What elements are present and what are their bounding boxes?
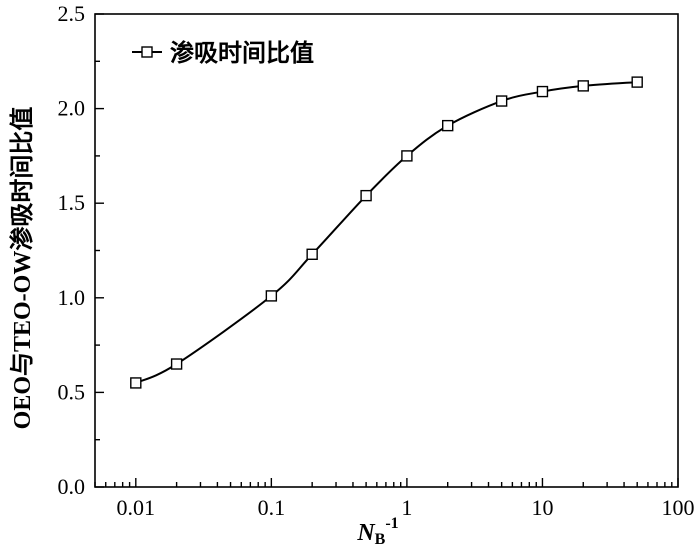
- x-tick-label: 1: [401, 495, 412, 520]
- x-tick-label: 100: [662, 495, 695, 520]
- data-point-marker: [170, 358, 183, 370]
- data-point-marker: [495, 95, 508, 107]
- data-point-marker: [306, 248, 318, 260]
- x-axis-label: NB-1: [356, 515, 398, 548]
- x-axis-ticks: 0.01 0.1 1 10 100: [94, 478, 695, 520]
- legend-marker: [141, 46, 153, 58]
- y-tick-label: 2.0: [58, 96, 86, 121]
- data-point-marker: [536, 85, 549, 98]
- y-tick-label: 1.0: [58, 285, 86, 310]
- data-point-marker: [442, 119, 454, 132]
- x-tick-label: 0.01: [117, 495, 156, 520]
- legend: 渗吸时间比值: [132, 39, 314, 67]
- data-point-marker: [631, 76, 643, 88]
- data-point-marker: [130, 377, 142, 389]
- data-point-marker: [360, 189, 372, 202]
- y-axis-ticks: 0.0 0.5 1.0 1.5 2.0 2.5: [58, 1, 104, 499]
- x-tick-label: 0.1: [258, 495, 286, 520]
- data-point-marker: [265, 290, 278, 302]
- x-axis-label-sup: -1: [385, 515, 398, 532]
- y-tick-label: 1.5: [58, 190, 86, 215]
- x-axis-label-main: N: [356, 520, 376, 546]
- data-point-marker: [401, 150, 413, 162]
- data-point-marker: [577, 80, 589, 92]
- series-group: [130, 76, 643, 389]
- legend-label: 渗吸时间比值: [170, 39, 314, 67]
- series-line: [135, 81, 638, 384]
- y-tick-label: 0.5: [58, 379, 86, 404]
- x-tick-label: 10: [531, 495, 553, 520]
- x-axis-label-sub: B: [375, 531, 386, 548]
- y-axis-label: OEO与TEO-OW渗吸时间比值: [8, 107, 36, 430]
- y-tick-label: 2.5: [58, 1, 86, 26]
- y-tick-label: 0.0: [58, 474, 86, 499]
